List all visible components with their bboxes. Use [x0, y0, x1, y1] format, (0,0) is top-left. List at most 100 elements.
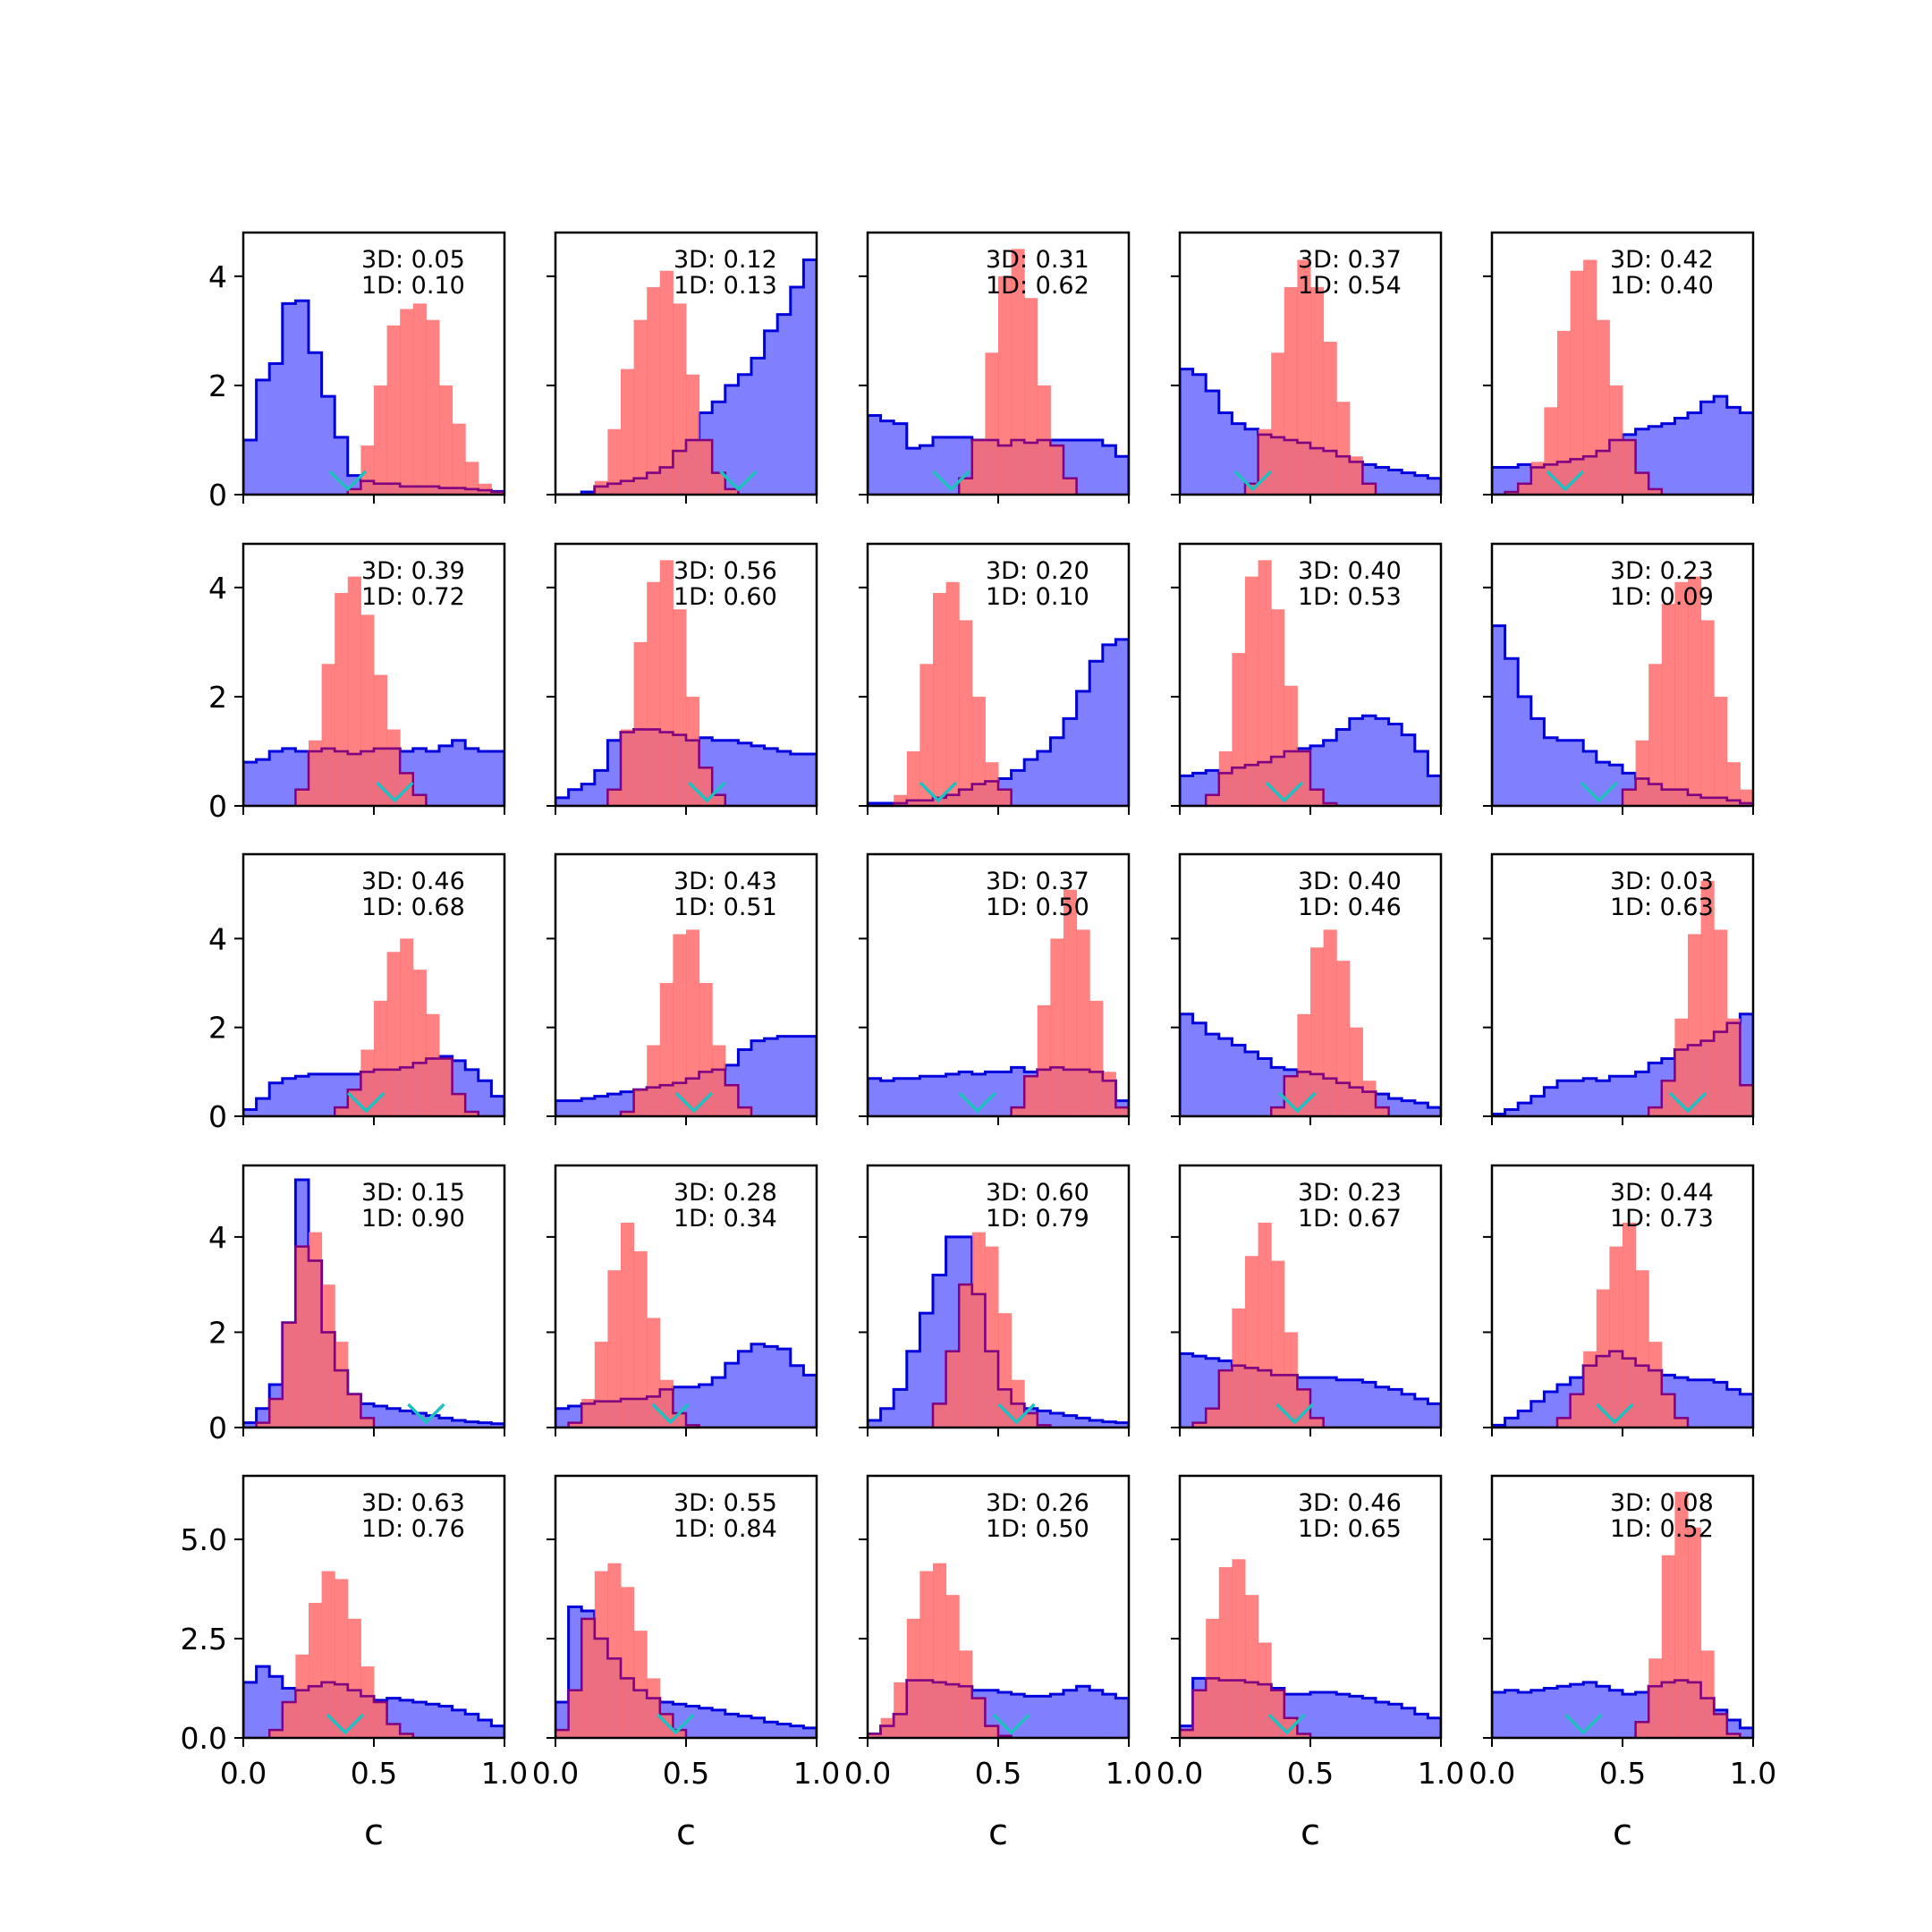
panel-label-1d: 1D: 0.76	[361, 1515, 465, 1543]
red-histogram-bar	[1310, 789, 1325, 806]
red-histogram-bar	[594, 480, 608, 495]
overlap-edge	[868, 1066, 1129, 1116]
true-value-marker	[688, 781, 726, 803]
red-histogram-bar	[321, 1571, 335, 1738]
red-histogram-bar	[906, 750, 920, 806]
panel-plot-area	[1492, 576, 1753, 806]
red-histogram-bar	[295, 789, 309, 806]
true-value-marker	[657, 1713, 695, 1735]
overlap-edge	[555, 438, 817, 495]
red-histogram-bar	[686, 929, 700, 1116]
red-histogram-bar	[581, 1618, 596, 1738]
y-tick-label: 4	[208, 259, 227, 294]
panel-plot-area	[1492, 259, 1753, 495]
red-histogram-bar	[360, 1666, 375, 1738]
panel-label-1d: 1D: 0.46	[1298, 894, 1402, 921]
red-histogram-bar	[335, 1579, 349, 1738]
panel-label-1d: 1D: 0.63	[1610, 894, 1714, 921]
red-histogram-bar	[1323, 802, 1337, 806]
red-histogram-bar	[621, 369, 635, 495]
y-tick-label: 2	[208, 369, 227, 403]
red-histogram-bar	[269, 1399, 284, 1428]
blue-histogram	[555, 259, 817, 495]
red-histogram-bar	[412, 970, 427, 1116]
red-histogram-bar	[321, 664, 335, 806]
red-histogram-bar	[998, 789, 1013, 806]
red-histogram-bar	[465, 462, 479, 495]
red-histogram-bar	[1714, 929, 1728, 1116]
red-histogram-bar	[426, 319, 440, 495]
panel-label-3d: 3D: 0.08	[1610, 1489, 1714, 1517]
red-histogram-bar	[568, 1690, 582, 1738]
red-histogram-bar	[374, 385, 388, 495]
red-histogram-bar	[621, 1112, 635, 1116]
overlap-edge	[1180, 433, 1441, 495]
panel-label-1d: 1D: 0.10	[986, 583, 1089, 611]
red-histogram-bar	[985, 1725, 999, 1738]
red-histogram-bar	[400, 309, 414, 495]
true-value-marker	[326, 1713, 365, 1735]
panel-label-3d: 3D: 0.40	[1298, 557, 1402, 585]
red-histogram-bar	[309, 740, 323, 806]
true-value-marker	[932, 470, 970, 492]
red-histogram-bar	[1349, 1027, 1363, 1116]
red-histogram-bar	[295, 1654, 309, 1738]
red-histogram-bar	[1349, 456, 1363, 495]
true-value-marker	[376, 781, 414, 803]
blue-histogram	[555, 1036, 817, 1116]
red-histogram-bar	[1284, 287, 1298, 495]
red-histogram-bar	[1362, 483, 1377, 495]
panel-label-1d: 1D: 0.90	[361, 1205, 465, 1233]
red-histogram-bar	[1688, 1527, 1702, 1738]
true-value-marker	[328, 470, 368, 492]
red-histogram-bar	[1063, 478, 1078, 495]
red-histogram-bar	[633, 1250, 648, 1428]
panel-label-3d: 3D: 0.26	[986, 1489, 1089, 1517]
red-histogram-bar	[673, 609, 687, 806]
red-histogram-bar	[1297, 1733, 1311, 1738]
x-tick-label: 0.5	[1599, 1756, 1646, 1791]
x-tick-label: 1.0	[481, 1756, 528, 1791]
y-tick-label: 0	[208, 1099, 227, 1134]
panel-plot-area	[1180, 560, 1441, 806]
red-histogram-bar	[1661, 1555, 1675, 1738]
overlap-edge	[1180, 1364, 1441, 1428]
panel-label-1d: 1D: 0.51	[674, 894, 777, 921]
red-histogram-bar	[1635, 1722, 1649, 1738]
red-histogram-bar	[1740, 1085, 1753, 1116]
panel-label-1d: 1D: 0.53	[1298, 583, 1402, 611]
red-histogram-bar	[282, 1702, 296, 1738]
red-histogram-bar	[1050, 938, 1064, 1116]
red-histogram-bar	[1218, 1567, 1233, 1738]
red-histogram-bar	[985, 1246, 999, 1428]
red-histogram-bar	[1726, 1018, 1741, 1116]
red-histogram-bar	[465, 1112, 479, 1116]
true-value-marker	[992, 1713, 1030, 1735]
panel-label-1d: 1D: 0.79	[986, 1205, 1089, 1233]
panel-label-1d: 1D: 0.54	[1298, 272, 1402, 300]
red-histogram-bar	[1557, 1418, 1572, 1428]
red-histogram-bar	[1245, 576, 1259, 806]
panel-plot-area	[868, 581, 1129, 806]
red-histogram-bar	[386, 1724, 401, 1738]
overlap-edge	[868, 1679, 1129, 1738]
red-histogram-bar	[686, 1425, 700, 1428]
red-histogram-bar	[1623, 439, 1637, 495]
true-value-marker	[1668, 1091, 1707, 1114]
red-histogram-bar	[724, 488, 739, 495]
red-histogram-bar	[360, 1049, 375, 1116]
y-tick-label: 0	[208, 789, 227, 824]
x-tick-label: 0.5	[975, 1756, 1021, 1791]
overlap-edge	[555, 1388, 817, 1428]
red-histogram-bar	[673, 1730, 687, 1738]
x-tick-label: 1.0	[793, 1756, 840, 1791]
red-histogram-bar	[1206, 794, 1220, 806]
panel-plot-area	[243, 1571, 504, 1738]
